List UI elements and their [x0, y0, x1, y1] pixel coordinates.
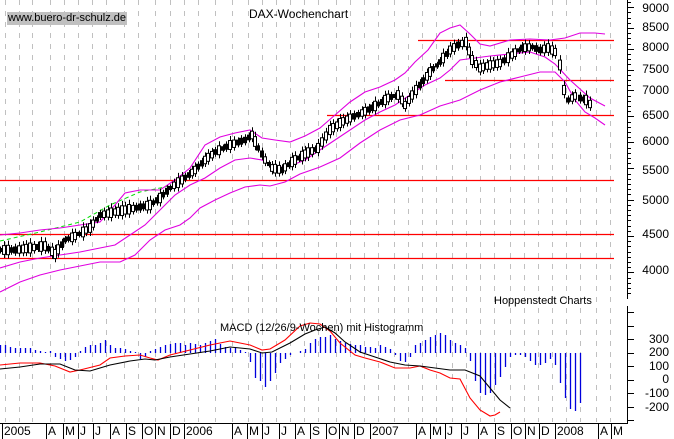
month-label: M — [249, 424, 259, 438]
price-tick-label: 6000 — [642, 134, 669, 148]
macd-tick-label: -100 — [644, 386, 669, 400]
month-label: A — [418, 424, 427, 438]
month-label: M — [432, 424, 442, 438]
month-label: D — [541, 424, 550, 438]
chart-title: DAX-Wochenchart — [249, 7, 349, 21]
month-label: O — [513, 424, 523, 438]
month-label: A — [297, 424, 306, 438]
month-label: 2005 — [4, 424, 31, 438]
month-label: A — [600, 424, 609, 438]
macd-tick-label: 100 — [648, 359, 669, 373]
price-tick-label: 4500 — [642, 227, 669, 241]
month-label: 2007 — [372, 424, 399, 438]
month-label: J — [264, 424, 270, 438]
price-tick-label: 8000 — [642, 40, 669, 54]
month-label: A — [234, 424, 243, 438]
month-label: J — [447, 424, 453, 438]
price-tick-label: 4000 — [642, 263, 669, 277]
trend-line-dashed — [0, 185, 171, 242]
price-tick-label: 5500 — [642, 163, 669, 177]
price-tick-label: 9000 — [642, 1, 669, 15]
month-label: N — [341, 424, 350, 438]
macd-signal-line — [0, 322, 501, 417]
month-label: A — [112, 424, 121, 438]
grid — [5, 0, 611, 422]
macd-title: MACD (12/26/9-Wochen) mit Histogramm — [220, 322, 424, 334]
month-label: O — [328, 424, 338, 438]
month-label: S — [128, 424, 137, 438]
month-label: S — [312, 424, 321, 438]
month-label: D — [172, 424, 181, 438]
month-label: O — [144, 424, 154, 438]
month-label: M — [613, 424, 623, 438]
macd-tick-label: -200 — [644, 400, 669, 414]
macd-tick-label: 300 — [648, 332, 669, 346]
month-label: J — [281, 424, 287, 438]
month-label: M — [65, 424, 75, 438]
month-label: J — [95, 424, 101, 438]
macd-histogram — [0, 333, 582, 411]
month-label: J — [80, 424, 86, 438]
month-label: 2006 — [186, 424, 213, 438]
month-label: S — [497, 424, 506, 438]
price-tick-label: 7000 — [642, 83, 669, 97]
support-resistance-lines — [0, 39, 614, 260]
price-tick-label: 7500 — [642, 62, 669, 76]
price-tick-label: 8500 — [642, 20, 669, 34]
macd-tick-label: 0 — [662, 372, 669, 386]
source-credit: Hoppenstedt Charts — [494, 295, 592, 307]
price-tick-label: 6500 — [642, 108, 669, 122]
month-label: J — [463, 424, 469, 438]
month-label: D — [356, 424, 365, 438]
macd-tick-label: 200 — [648, 345, 669, 359]
price-tick-label: 5000 — [642, 193, 669, 207]
month-label: A — [480, 424, 489, 438]
month-label: A — [48, 424, 57, 438]
macd-line — [0, 326, 511, 409]
month-label: 2008 — [557, 424, 584, 438]
price-candles — [0, 32, 592, 263]
month-label: N — [527, 424, 536, 438]
month-label: N — [157, 424, 166, 438]
url-badge: www.buero-dr-schulz.de — [7, 12, 127, 25]
